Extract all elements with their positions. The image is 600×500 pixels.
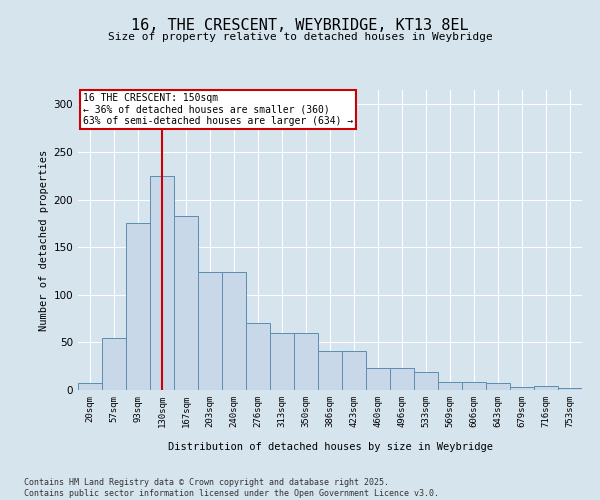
Bar [414,372,438,390]
Y-axis label: Number of detached properties: Number of detached properties [39,150,49,330]
Bar [462,382,486,390]
Bar [102,338,126,390]
Bar [438,382,462,390]
Bar [174,216,198,390]
Text: 16 THE CRESCENT: 150sqm
← 36% of detached houses are smaller (360)
63% of semi-d: 16 THE CRESCENT: 150sqm ← 36% of detache… [83,93,353,126]
Bar [558,388,582,390]
Bar [126,224,150,390]
Text: Size of property relative to detached houses in Weybridge: Size of property relative to detached ho… [107,32,493,42]
Text: Distribution of detached houses by size in Weybridge: Distribution of detached houses by size … [167,442,493,452]
Bar [486,384,510,390]
Bar [534,386,558,390]
Bar [318,351,342,390]
Bar [510,387,534,390]
Bar [198,272,222,390]
Bar [222,272,246,390]
Bar [246,324,270,390]
Bar [390,368,414,390]
Bar [366,368,390,390]
Text: 16, THE CRESCENT, WEYBRIDGE, KT13 8EL: 16, THE CRESCENT, WEYBRIDGE, KT13 8EL [131,18,469,32]
Text: Contains HM Land Registry data © Crown copyright and database right 2025.
Contai: Contains HM Land Registry data © Crown c… [24,478,439,498]
Bar [294,333,318,390]
Bar [270,333,294,390]
Bar [150,176,174,390]
Bar [78,384,102,390]
Bar [342,351,366,390]
